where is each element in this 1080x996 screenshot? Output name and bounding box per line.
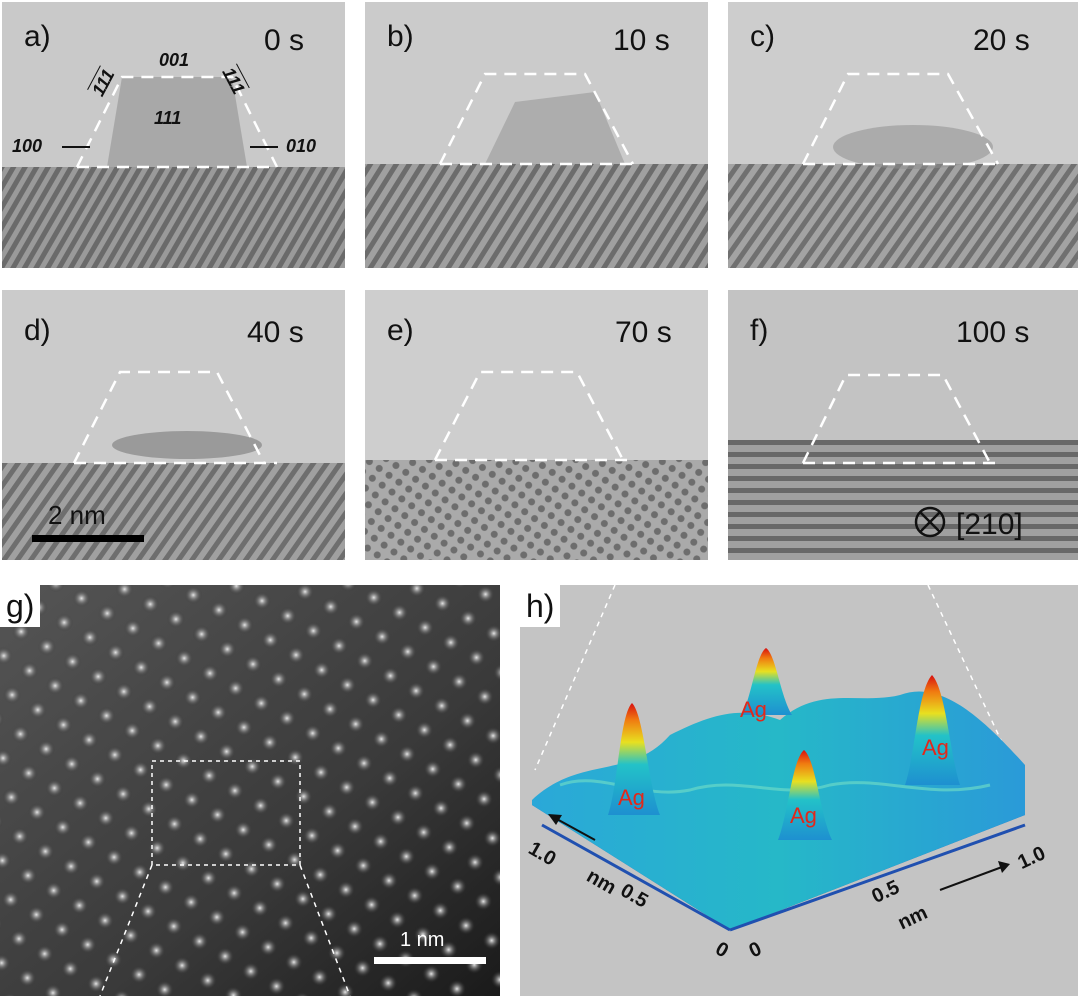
panel-label: b) (387, 20, 414, 53)
scalebar-label: 2 nm (48, 500, 106, 530)
ag-peak-1 (608, 703, 660, 815)
time-label: 10 s (613, 24, 670, 57)
peak-label: Ag (922, 735, 949, 760)
facet-right: 010 (286, 136, 317, 156)
panel-a: a) 0 s 001 111 111 111 100 010 (2, 2, 345, 268)
zone-axis-label: [210] (956, 508, 1023, 541)
ag-peak-2 (742, 648, 792, 715)
tem-image-f (728, 290, 1078, 560)
scalebar-label: 1 nm (400, 929, 445, 951)
zone-axis-icon (914, 506, 946, 538)
tem-image-a (2, 2, 345, 268)
time-label: 40 s (247, 316, 304, 349)
time-label: 100 s (956, 316, 1030, 349)
time-label: 20 s (973, 24, 1030, 57)
tem-image-e (365, 290, 708, 560)
panel-label: d) (24, 314, 51, 347)
tem-image-d (2, 290, 345, 560)
panel-label: f) (750, 314, 769, 347)
facet-top: 001 (159, 50, 190, 70)
facet-left: 100 (12, 136, 43, 156)
panel-label: a) (24, 20, 51, 53)
peak-label: Ag (790, 803, 817, 828)
panel-e: e) 70 s (365, 290, 708, 560)
panel-label: h) (520, 585, 561, 627)
panel-c: c) 20 s (728, 2, 1078, 268)
panel-label: g) (0, 585, 41, 627)
panel-label: e) (387, 314, 414, 347)
peak-label: Ag (740, 697, 767, 722)
tem-image-b (365, 2, 708, 268)
surface-plot-h (520, 585, 1078, 996)
time-label: 0 s (264, 24, 305, 57)
ag-peak-3 (778, 750, 832, 840)
facet-center: 111 (154, 108, 182, 128)
time-label: 70 s (615, 316, 672, 349)
stem-image-g (0, 585, 500, 996)
panel-label: c) (750, 20, 775, 53)
peak-label: Ag (618, 785, 645, 810)
ag-peak-4 (905, 675, 960, 785)
panel-h: h) Ag Ag Ag Ag 1.0 0.5 0 nm 0 0.5 1.0 nm (520, 585, 1078, 996)
tem-image-c (728, 2, 1078, 268)
panel-f: f) 100 s [210] (728, 290, 1078, 560)
panel-b: b) 10 s (365, 2, 708, 268)
panel-d: d) 40 s 2 nm (2, 290, 345, 560)
panel-g: g) 1 nm (0, 585, 500, 996)
